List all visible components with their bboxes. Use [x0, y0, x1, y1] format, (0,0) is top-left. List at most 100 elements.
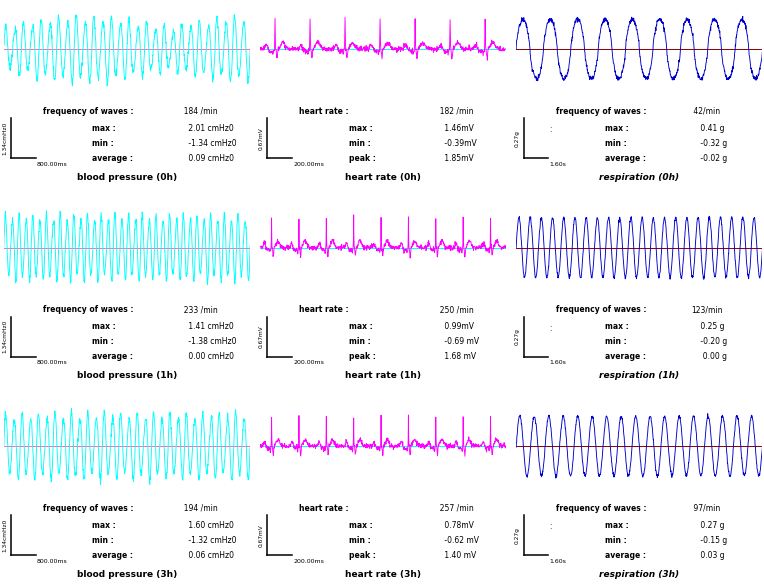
Text: respiration (0h): respiration (0h): [599, 173, 679, 182]
Text: peak :: peak :: [348, 154, 376, 163]
Text: max :: max :: [92, 322, 116, 331]
Text: average :: average :: [605, 352, 646, 362]
Text: blood pressure (3h): blood pressure (3h): [77, 570, 177, 579]
Text: blood pressure (1h): blood pressure (1h): [77, 371, 177, 380]
Text: respiration (1h): respiration (1h): [599, 371, 679, 380]
Text: 1.60s: 1.60s: [549, 161, 566, 167]
Text: max :: max :: [605, 521, 629, 529]
Text: average :: average :: [605, 551, 646, 560]
Text: 0.67mV: 0.67mV: [259, 524, 264, 546]
Text: -0.62 mV: -0.62 mV: [442, 536, 479, 545]
Text: 1.85mV: 1.85mV: [442, 154, 474, 163]
Text: -0.32 g: -0.32 g: [698, 139, 727, 147]
Text: :: :: [549, 125, 552, 135]
Text: 123/min: 123/min: [691, 305, 723, 314]
Text: 0.09 cmHz0: 0.09 cmHz0: [186, 154, 234, 163]
Text: frequency of waves :: frequency of waves :: [555, 504, 646, 513]
Text: 0.00 g: 0.00 g: [698, 352, 727, 362]
Text: max :: max :: [92, 521, 116, 529]
Text: 0.06 cmHz0: 0.06 cmHz0: [186, 551, 234, 560]
Text: min :: min :: [605, 536, 626, 545]
Text: frequency of waves :: frequency of waves :: [555, 107, 646, 116]
Text: min :: min :: [348, 337, 371, 346]
Text: 184 /min: 184 /min: [179, 107, 217, 116]
Text: 800.00ms: 800.00ms: [37, 161, 68, 167]
Text: 1.34cmHz0: 1.34cmHz0: [2, 518, 8, 552]
Text: 182 /min: 182 /min: [435, 107, 474, 116]
Text: 250 /min: 250 /min: [435, 305, 474, 314]
Text: 1.46mV: 1.46mV: [442, 123, 474, 133]
Text: 233 /min: 233 /min: [179, 305, 218, 314]
Text: frequency of waves :: frequency of waves :: [44, 504, 134, 513]
Text: frequency of waves :: frequency of waves :: [555, 305, 646, 314]
Text: min :: min :: [92, 337, 115, 346]
Text: frequency of waves :: frequency of waves :: [44, 107, 134, 116]
Text: max :: max :: [348, 521, 372, 529]
Text: peak :: peak :: [348, 352, 376, 362]
Text: 0.67mV: 0.67mV: [259, 325, 264, 348]
Text: heart rate :: heart rate :: [299, 504, 349, 513]
Text: 0.27 g: 0.27 g: [698, 521, 725, 529]
Text: -1.34 cmHz0: -1.34 cmHz0: [186, 139, 237, 147]
Text: peak :: peak :: [348, 551, 376, 560]
Text: -0.69 mV: -0.69 mV: [442, 337, 479, 346]
Text: 800.00ms: 800.00ms: [37, 559, 68, 563]
Text: min :: min :: [348, 139, 371, 147]
Text: heart rate (1h): heart rate (1h): [345, 371, 421, 380]
Text: 0.00 cmHz0: 0.00 cmHz0: [186, 352, 234, 362]
Text: max :: max :: [605, 322, 629, 331]
Text: respiration (3h): respiration (3h): [599, 570, 679, 579]
Text: max :: max :: [348, 322, 372, 331]
Text: -1.32 cmHz0: -1.32 cmHz0: [186, 536, 237, 545]
Text: frequency of waves :: frequency of waves :: [44, 305, 134, 314]
Text: min :: min :: [348, 536, 371, 545]
Text: min :: min :: [92, 536, 115, 545]
Text: 0.27g: 0.27g: [515, 328, 520, 345]
Text: 1.60s: 1.60s: [549, 360, 566, 365]
Text: min :: min :: [92, 139, 115, 147]
Text: 0.25 g: 0.25 g: [698, 322, 725, 331]
Text: 0.67mV: 0.67mV: [259, 127, 264, 150]
Text: 1.40 mV: 1.40 mV: [442, 551, 477, 560]
Text: 1.60s: 1.60s: [549, 559, 566, 563]
Text: 1.41 cmHz0: 1.41 cmHz0: [186, 322, 234, 331]
Text: 1.34cmHz0: 1.34cmHz0: [2, 122, 8, 155]
Text: max :: max :: [348, 123, 372, 133]
Text: :: :: [549, 324, 552, 333]
Text: 0.27g: 0.27g: [515, 526, 520, 543]
Text: min :: min :: [605, 139, 626, 147]
Text: 200.00ms: 200.00ms: [293, 161, 324, 167]
Text: max :: max :: [605, 123, 629, 133]
Text: heart rate (0h): heart rate (0h): [345, 173, 421, 182]
Text: heart rate (3h): heart rate (3h): [345, 570, 421, 579]
Text: heart rate :: heart rate :: [299, 107, 349, 116]
Text: 0.99mV: 0.99mV: [442, 322, 474, 331]
Text: 257 /min: 257 /min: [435, 504, 474, 513]
Text: average :: average :: [605, 154, 646, 163]
Text: -0.20 g: -0.20 g: [698, 337, 727, 346]
Text: -0.39mV: -0.39mV: [442, 139, 477, 147]
Text: 800.00ms: 800.00ms: [37, 360, 68, 365]
Text: average :: average :: [92, 551, 134, 560]
Text: 200.00ms: 200.00ms: [293, 559, 324, 563]
Text: average :: average :: [92, 154, 134, 163]
Text: :: :: [549, 522, 552, 531]
Text: 0.27g: 0.27g: [515, 130, 520, 147]
Text: 200.00ms: 200.00ms: [293, 360, 324, 365]
Text: 194 /min: 194 /min: [179, 504, 218, 513]
Text: min :: min :: [605, 337, 626, 346]
Text: -1.38 cmHz0: -1.38 cmHz0: [186, 337, 237, 346]
Text: average :: average :: [92, 352, 134, 362]
Text: blood pressure (0h): blood pressure (0h): [77, 173, 177, 182]
Text: 42/min: 42/min: [691, 107, 720, 116]
Text: -0.02 g: -0.02 g: [698, 154, 727, 163]
Text: 0.41 g: 0.41 g: [698, 123, 725, 133]
Text: -0.15 g: -0.15 g: [698, 536, 727, 545]
Text: 0.78mV: 0.78mV: [442, 521, 474, 529]
Text: 1.68 mV: 1.68 mV: [442, 352, 477, 362]
Text: 2.01 cmHz0: 2.01 cmHz0: [186, 123, 234, 133]
Text: 1.60 cmHz0: 1.60 cmHz0: [186, 521, 234, 529]
Text: heart rate :: heart rate :: [299, 305, 349, 314]
Text: 1.34cmHz0: 1.34cmHz0: [2, 320, 8, 353]
Text: 0.03 g: 0.03 g: [698, 551, 725, 560]
